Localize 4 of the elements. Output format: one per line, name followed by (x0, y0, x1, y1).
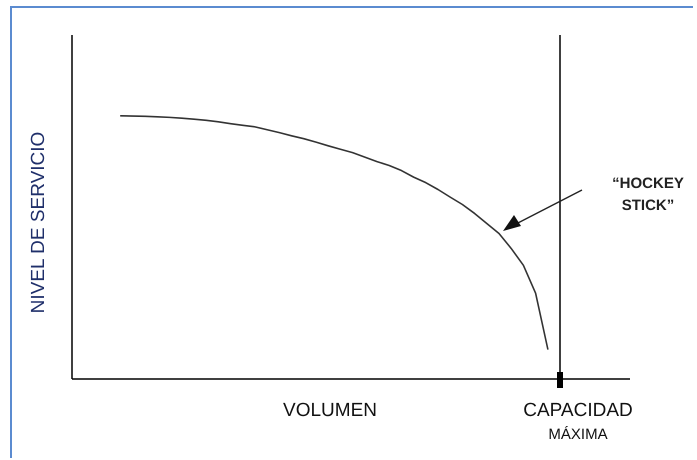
text: CAPACIDAD MÁXIMA (523, 400, 633, 443)
text: “HOCKEY STICK” (612, 175, 684, 214)
x-axis-title: VOLUMEN (283, 400, 377, 421)
y-axis-title: NIVEL DE SERVICIO (28, 132, 49, 314)
